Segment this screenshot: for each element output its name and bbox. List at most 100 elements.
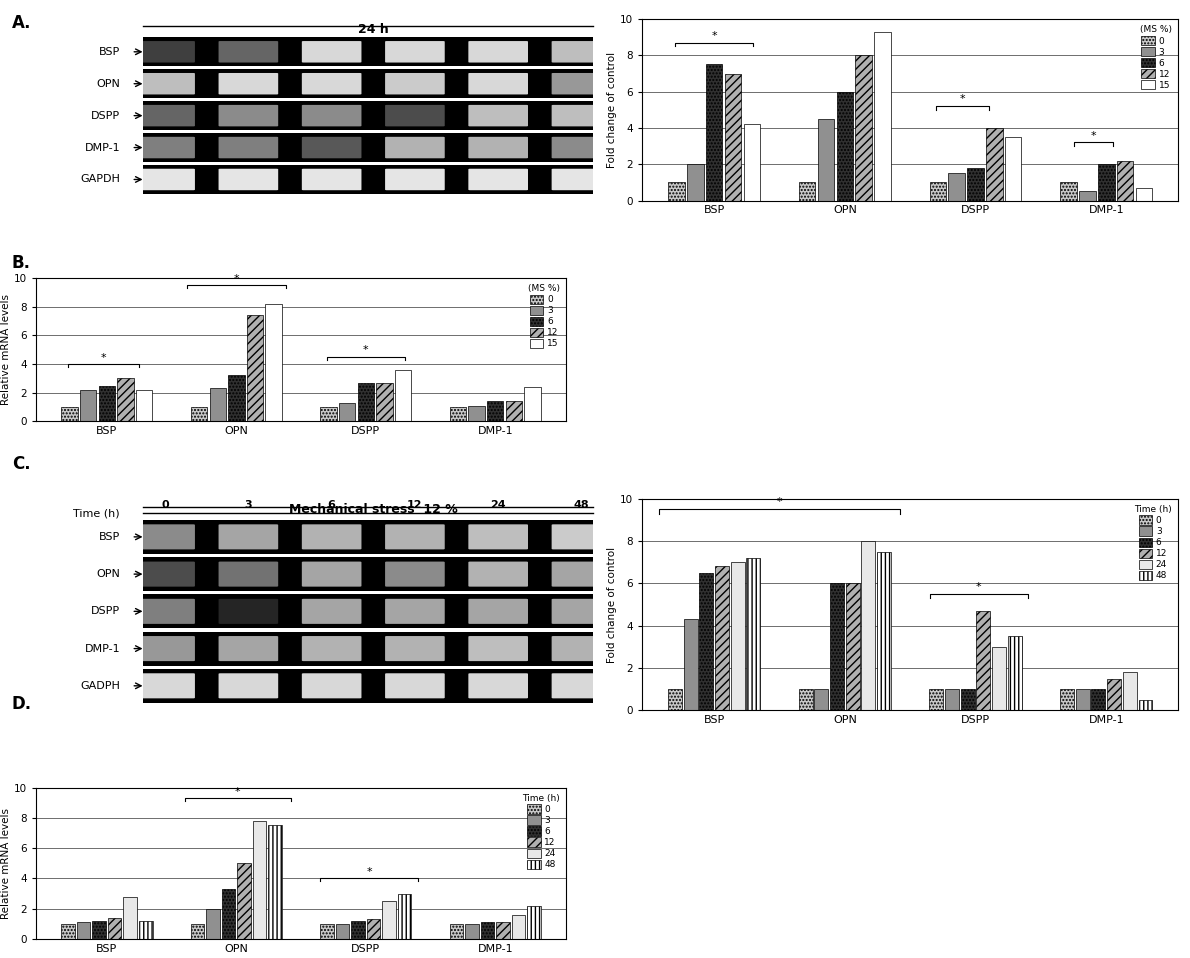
FancyBboxPatch shape [552,561,612,586]
Bar [1079,192,1096,200]
Bar [846,583,859,711]
Text: Time (h): Time (h) [74,509,120,518]
FancyBboxPatch shape [552,73,612,95]
FancyBboxPatch shape [302,524,362,549]
FancyBboxPatch shape [302,104,362,126]
FancyBboxPatch shape [302,169,362,191]
FancyBboxPatch shape [552,524,612,549]
Y-axis label: Relative mRNA levels: Relative mRNA levels [1,808,11,919]
Text: DMP-1: DMP-1 [84,644,120,653]
FancyBboxPatch shape [136,73,195,95]
Bar [875,32,891,200]
Bar [818,119,834,200]
Bar [397,894,412,939]
FancyBboxPatch shape [386,673,445,698]
Bar [190,924,205,939]
Bar [929,182,946,200]
Text: *: * [712,31,716,41]
Text: *: * [363,346,369,355]
FancyBboxPatch shape [386,599,445,624]
Bar [268,826,282,939]
Text: BSP: BSP [99,532,120,542]
Bar [856,56,872,200]
FancyBboxPatch shape [469,73,528,95]
FancyBboxPatch shape [136,104,195,126]
Bar [481,923,494,939]
Bar [987,128,1003,200]
Legend: 0, 3, 6, 12, 15: 0, 3, 6, 12, 15 [526,283,562,350]
Text: *: * [101,353,106,362]
FancyBboxPatch shape [469,137,528,158]
FancyBboxPatch shape [219,73,278,95]
Text: 3: 3 [245,500,252,511]
FancyBboxPatch shape [136,561,195,586]
Bar [1008,636,1022,711]
Bar [684,620,697,711]
Bar [706,64,722,200]
Bar [143,69,593,99]
FancyBboxPatch shape [469,636,528,661]
Bar [265,304,282,422]
Bar [252,821,267,939]
Bar [320,407,337,422]
Bar [725,74,741,200]
Bar [1135,188,1152,200]
Bar [143,133,593,162]
FancyBboxPatch shape [469,599,528,624]
Bar [99,385,115,422]
FancyBboxPatch shape [302,41,362,62]
Bar [382,901,396,939]
Bar [1116,161,1133,200]
Bar [469,405,484,422]
FancyBboxPatch shape [136,673,195,698]
Bar [1107,678,1121,711]
FancyBboxPatch shape [552,599,612,624]
Legend: 0, 3, 6, 12, 15: 0, 3, 6, 12, 15 [1138,24,1173,91]
Bar [465,924,478,939]
Text: DSPP: DSPP [90,606,120,616]
Bar [367,919,381,939]
FancyBboxPatch shape [302,599,362,624]
Legend: 0, 3, 6, 12, 24, 48: 0, 3, 6, 12, 24, 48 [520,792,562,871]
Bar [124,897,137,939]
Text: DMP-1: DMP-1 [84,143,120,152]
Bar [700,573,713,711]
FancyBboxPatch shape [469,561,528,586]
Bar [80,390,96,422]
Bar [731,562,745,711]
Bar [143,594,593,628]
Bar [977,611,990,711]
Text: GAPDH: GAPDH [80,174,120,185]
FancyBboxPatch shape [469,673,528,698]
Bar [496,923,509,939]
FancyBboxPatch shape [219,41,278,62]
Bar [862,541,876,711]
Bar [395,370,412,422]
Bar [143,669,593,703]
Bar [669,182,684,200]
Text: Mechanical stress  12 %: Mechanical stress 12 % [289,503,458,516]
Bar [136,390,152,422]
Bar [1076,689,1090,711]
Bar [93,921,106,939]
Text: 0: 0 [162,500,169,511]
FancyBboxPatch shape [302,137,362,158]
Bar [139,921,152,939]
Bar [945,689,959,711]
FancyBboxPatch shape [302,561,362,586]
FancyBboxPatch shape [302,73,362,95]
Bar [527,905,541,939]
Bar [992,647,1006,711]
Bar [1004,137,1021,200]
FancyBboxPatch shape [386,524,445,549]
Bar [746,558,760,711]
Y-axis label: Relative mRNA levels: Relative mRNA levels [1,294,11,405]
Y-axis label: Fold change of control: Fold change of control [607,52,618,168]
FancyBboxPatch shape [386,636,445,661]
Bar [62,407,77,422]
Text: *: * [976,582,982,592]
Bar [143,520,593,554]
Text: B.: B. [12,254,31,272]
Bar [814,689,828,711]
Bar [190,407,207,422]
